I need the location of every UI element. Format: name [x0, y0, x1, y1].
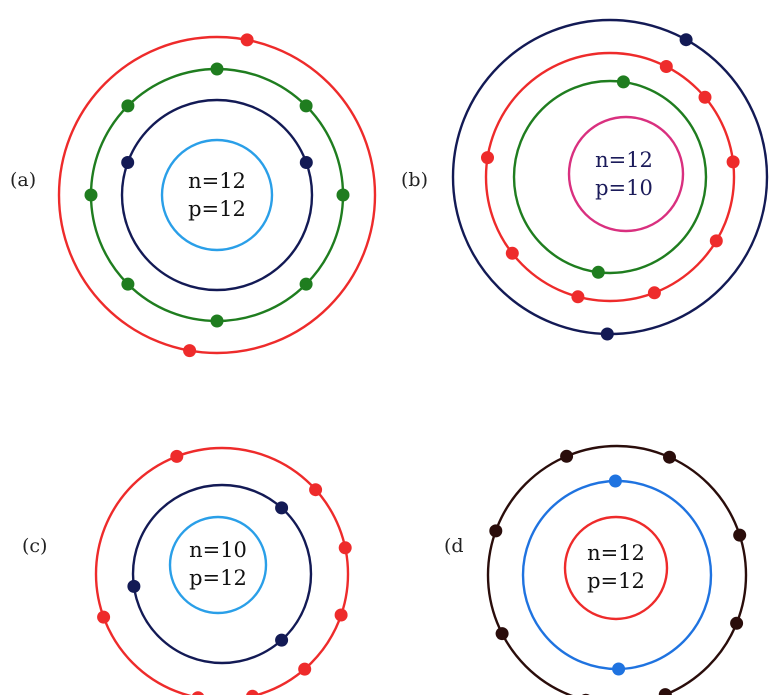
atom-a-shell-2-electron [336, 188, 350, 202]
atom-b-nucleus-ring [567, 115, 685, 233]
atom-d-proton-count: p=12 [587, 569, 645, 593]
atom-b-shell-1 [512, 79, 708, 275]
atom-a-shell-1 [120, 98, 314, 292]
atom-b-shell-2 [484, 51, 736, 303]
atom-d-shell-2-electron [489, 524, 503, 538]
atom-b-shells [451, 18, 769, 341]
atom-d-shell-1-electron [612, 662, 626, 676]
atom-d-label: (d [444, 535, 464, 557]
atom-d-shell-1-electron [608, 474, 622, 488]
atom-d-neutron-count: n=12 [587, 541, 645, 565]
atom-c-shell-1-electron [275, 633, 289, 647]
atom-a-shell-1-electron [299, 156, 313, 169]
atom-b-shell-1-electron [616, 75, 630, 89]
atom-a-label: (a) [10, 169, 36, 191]
atom-a-shell-1-electron [121, 156, 135, 169]
atom-a-shell-3-electron [240, 33, 254, 47]
atom-c-shells [94, 446, 352, 695]
atom-a-shell-2-electron [84, 188, 98, 202]
atom-d-shell-2-electron [730, 616, 744, 630]
atom-a: (a) n=12 p=12 [10, 33, 377, 358]
atom-c-shell-1 [131, 483, 313, 665]
atom-b: (b) n=12 p=10 [401, 18, 769, 341]
atom-a-shell-2-electron [299, 277, 313, 291]
atom-b-shell-1-electron [591, 265, 605, 279]
atom-c-shell-2-electron [170, 449, 184, 463]
atom-b-proton-count: p=10 [595, 176, 653, 200]
atom-d-shell-2-electron [663, 450, 676, 464]
atom-c: (c) n=10 p=12 [22, 446, 352, 695]
atom-b-shell-2-electron [726, 155, 740, 169]
atom-d-shell-2-electron [733, 528, 747, 542]
atom-a-nucleus-ring [160, 138, 274, 252]
atom-b-shell-3-electron [600, 327, 614, 341]
atom-a-shell-2-electron [210, 314, 224, 328]
atom-c-shell-2-electron [97, 610, 111, 624]
atom-c-shell-2-electron [192, 691, 204, 695]
atom-d-nucleus-ring [563, 515, 669, 621]
atom-d-shell-2-electron [495, 627, 509, 641]
atom-c-proton-count: p=12 [189, 566, 247, 590]
atom-b-shell-2-electron [481, 151, 494, 165]
atom-c-shell-2-electron [334, 608, 348, 622]
atom-d-shells [486, 444, 748, 695]
atom-a-neutron-count: n=12 [188, 169, 246, 193]
atom-a-shell-2-electron [121, 99, 135, 113]
atom-c-nucleus-ring [168, 515, 268, 615]
atom-b-shell-2-electron [709, 234, 723, 248]
atom-b-label: (b) [401, 169, 428, 191]
atom-c-label: (c) [22, 535, 47, 557]
atom-b-shell-2-electron [659, 60, 673, 73]
atom-c-shell-2-electron [338, 541, 352, 555]
atom-c-shell-1-electron [275, 501, 289, 515]
atom-a-shell-3-electron [183, 344, 197, 358]
atom-a-shells [57, 33, 377, 358]
atom-a-proton-count: p=12 [188, 197, 246, 221]
atom-c-neutron-count: n=10 [189, 538, 247, 562]
atom-b-shell-2-electron [505, 246, 519, 260]
atom-d: (d n=12 p=12 [444, 444, 748, 695]
atom-a-shell-2-electron [210, 62, 224, 76]
atom-b-shell-3-electron [679, 33, 693, 47]
atom-c-shell-1-electron [127, 579, 141, 593]
atom-b-shell-2-electron [571, 290, 585, 304]
atom-c-shell-2-electron [298, 662, 312, 676]
atom-d-shell-2-electron [560, 449, 574, 463]
atom-a-shell-2-electron [121, 277, 135, 291]
atom-a-shell-2-electron [299, 99, 313, 113]
atom-d-shell-2 [486, 444, 748, 695]
atom-c-shell-2-electron [246, 689, 259, 695]
atom-c-shell-2 [94, 446, 350, 695]
atom-d-shell-2-electron [658, 688, 672, 695]
atom-a-shell-3 [57, 35, 377, 355]
atom-c-shell-2-electron [309, 483, 323, 497]
atom-b-neutron-count: n=12 [595, 148, 653, 172]
atom-b-shell-2-electron [698, 90, 712, 104]
atom-b-shell-2-electron [647, 286, 661, 300]
